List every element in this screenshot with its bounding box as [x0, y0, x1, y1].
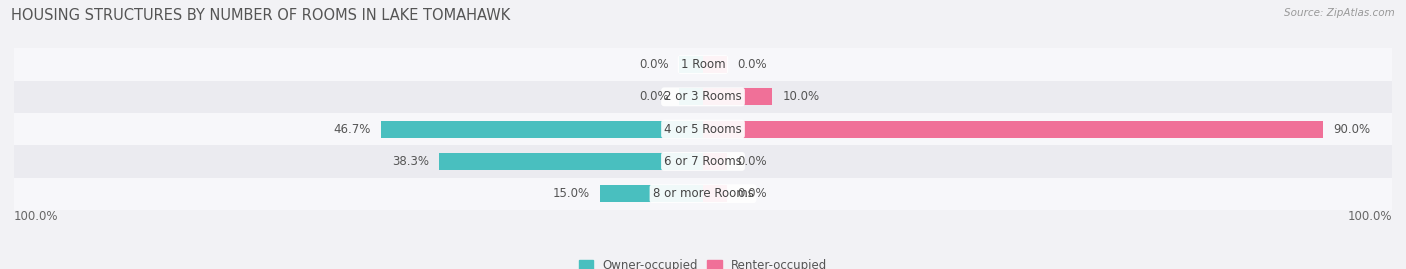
Bar — [703, 56, 727, 73]
Bar — [679, 89, 703, 105]
Bar — [14, 178, 1392, 210]
Text: 0.0%: 0.0% — [738, 187, 768, 200]
Text: 38.3%: 38.3% — [392, 155, 429, 168]
Text: 0.0%: 0.0% — [638, 90, 669, 103]
Bar — [599, 185, 703, 202]
Text: 0.0%: 0.0% — [738, 58, 768, 71]
Text: Source: ZipAtlas.com: Source: ZipAtlas.com — [1284, 8, 1395, 18]
Text: 100.0%: 100.0% — [1347, 210, 1392, 223]
Text: 15.0%: 15.0% — [553, 187, 589, 200]
Bar — [14, 113, 1392, 145]
Bar — [703, 185, 727, 202]
Text: 0.0%: 0.0% — [638, 58, 669, 71]
Text: 10.0%: 10.0% — [782, 90, 820, 103]
Text: HOUSING STRUCTURES BY NUMBER OF ROOMS IN LAKE TOMAHAWK: HOUSING STRUCTURES BY NUMBER OF ROOMS IN… — [11, 8, 510, 23]
Bar — [14, 145, 1392, 178]
Bar — [703, 153, 727, 170]
Bar — [703, 89, 772, 105]
Text: 46.7%: 46.7% — [333, 123, 371, 136]
Bar — [14, 48, 1392, 81]
Text: 8 or more Rooms: 8 or more Rooms — [652, 187, 754, 200]
Text: 1 Room: 1 Room — [681, 58, 725, 71]
Text: 4 or 5 Rooms: 4 or 5 Rooms — [664, 123, 742, 136]
Bar — [439, 153, 703, 170]
Bar — [679, 56, 703, 73]
Bar — [703, 121, 1323, 137]
Legend: Owner-occupied, Renter-occupied: Owner-occupied, Renter-occupied — [574, 254, 832, 269]
Text: 2 or 3 Rooms: 2 or 3 Rooms — [664, 90, 742, 103]
Text: 90.0%: 90.0% — [1333, 123, 1371, 136]
Text: 6 or 7 Rooms: 6 or 7 Rooms — [664, 155, 742, 168]
Bar — [381, 121, 703, 137]
Text: 0.0%: 0.0% — [738, 155, 768, 168]
Bar — [14, 81, 1392, 113]
Text: 100.0%: 100.0% — [14, 210, 59, 223]
